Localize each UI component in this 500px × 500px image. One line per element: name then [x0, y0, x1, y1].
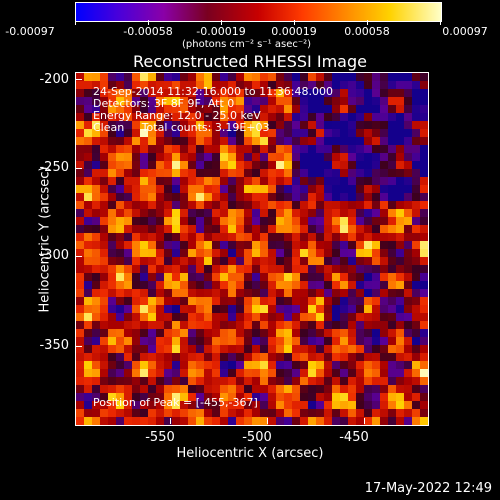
annotation-detectors: Detectors: 3F 8F 9F, Att 0: [93, 97, 235, 110]
colorbar-tick-mark: [367, 20, 368, 25]
colorbar-tick-mark: [148, 20, 149, 25]
colorbar-tick-mark: [440, 20, 441, 25]
annotation-time-range: 24-Sep-2014 11:32:16.000 to 11:36:48.000: [93, 85, 333, 98]
colorbar-tick-mark: [294, 20, 295, 25]
colorbar-unit-label: (photons cm⁻² s⁻¹ asec⁻²): [182, 39, 312, 50]
y-tick-mark: [76, 168, 82, 169]
peak-position-label: Position of Peak = [-455,-367]: [93, 396, 258, 409]
y-tick-label: -250: [39, 160, 69, 175]
y-tick-label: -200: [39, 72, 69, 87]
y-tick-mark: [76, 79, 82, 80]
observation-annotation: 24-Sep-2014 11:32:16.000 to 11:36:48.000…: [93, 86, 333, 134]
image-plot-area: [75, 72, 429, 426]
heatmap-image: [76, 73, 428, 425]
x-tick-mark: [267, 418, 268, 424]
colorbar: [75, 2, 442, 22]
annotation-energy-range: Energy Range: 12.0 - 25.0 keV: [93, 109, 261, 122]
colorbar-tick-mark: [75, 20, 76, 25]
plot-title: Reconstructed RHESSI Image: [133, 52, 367, 71]
y-tick-mark: [76, 256, 82, 257]
colorbar-tick-label: 0.00019: [271, 25, 317, 38]
annotation-counts: Clean Total counts: 3.19E+03: [93, 121, 270, 134]
y-tick-label: -350: [39, 338, 69, 353]
y-tick-label: -300: [39, 248, 69, 263]
x-tick-label: -550: [145, 430, 175, 445]
x-tick-label: -450: [339, 430, 369, 445]
x-tick-mark: [364, 418, 365, 424]
timestamp: 17-May-2022 12:49: [364, 481, 492, 496]
y-tick-mark: [76, 346, 82, 347]
colorbar-tick-label: -0.00019: [196, 25, 246, 38]
colorbar-tick-label: -0.00058: [123, 25, 173, 38]
x-tick-mark: [170, 418, 171, 424]
colorbar-tick-label: 0.00097: [442, 25, 488, 38]
colorbar-tick-label: -0.00097: [5, 25, 55, 38]
y-axis-label: Heliocentric Y (arcsec): [37, 166, 53, 313]
colorbar-tick-label: 0.00058: [344, 25, 390, 38]
colorbar-tick-mark: [221, 20, 222, 25]
x-axis-label: Heliocentric X (arcsec): [176, 446, 324, 461]
x-tick-label: -500: [242, 430, 272, 445]
